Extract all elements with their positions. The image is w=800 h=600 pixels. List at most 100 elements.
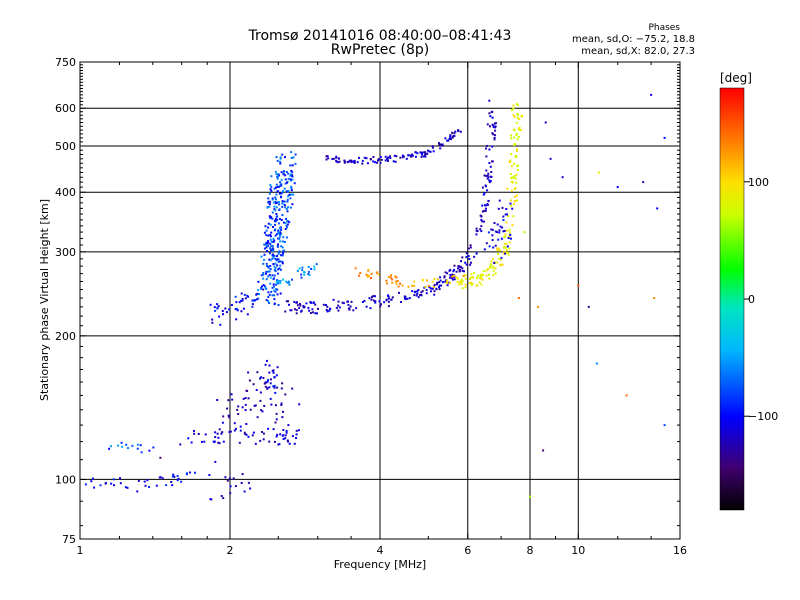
data-point [282,250,284,253]
data-point [463,270,465,273]
data-point [279,260,282,263]
data-point [270,249,273,252]
data-point [262,272,265,274]
data-point [251,299,254,302]
data-point [492,266,495,269]
x-tick-label: 16 [673,544,687,557]
data-point [642,181,645,184]
data-point [426,279,428,282]
data-point [272,428,275,431]
data-point [271,257,274,260]
data-point [238,301,241,304]
data-point [458,270,461,273]
data-point [279,181,282,184]
data-point [93,486,96,489]
data-point [274,220,277,223]
data-point [449,274,452,276]
data-point [452,135,455,138]
data-point [461,256,464,259]
data-point [329,307,332,310]
data-point [124,486,127,489]
data-point [251,434,254,437]
data-point [413,294,416,297]
data-point [275,218,277,220]
data-point [577,284,580,287]
data-point [423,286,426,289]
data-point [503,236,506,238]
data-point [177,477,180,480]
data-point [399,282,402,285]
data-point [485,174,488,177]
data-point [479,214,482,217]
data-point [403,295,406,298]
data-point [313,265,316,268]
data-point [265,262,268,265]
data-point [275,206,278,209]
data-point [255,389,258,391]
data-point [389,155,391,158]
data-point [295,437,297,439]
data-point [131,444,134,447]
data-point [467,255,470,257]
data-point [273,302,276,305]
data-point [496,223,499,226]
data-point [170,481,173,483]
data-point [510,134,512,137]
data-point [276,177,279,180]
data-point [517,169,519,171]
data-point [416,152,419,155]
data-point [246,313,249,316]
data-point [300,310,303,313]
data-point [269,276,272,279]
data-point [494,244,497,247]
data-point [249,487,252,490]
data-point [483,174,486,177]
data-point [271,198,274,201]
data-point [281,205,284,208]
data-point [424,286,427,289]
data-point [228,477,231,480]
data-point [274,391,277,394]
data-point [493,138,496,141]
data-point [384,155,387,158]
data-point [425,152,428,155]
data-point [449,134,452,137]
data-point [443,275,446,278]
colorbar-tick-label: −100 [748,410,778,423]
data-point [279,292,282,295]
data-point [309,312,312,314]
data-point [236,309,239,312]
data-point [259,377,261,380]
data-point [279,157,282,160]
grid-lines [80,62,680,539]
data-point [180,480,183,483]
data-point [397,285,400,288]
data-point [491,239,494,241]
data-point [414,155,417,158]
data-point [267,244,270,247]
data-point [504,233,507,236]
y-axis: 75 100 200 300 400 500 600 750 [55,56,680,546]
data-point [307,270,310,273]
data-point [347,303,350,306]
data-point [514,177,517,180]
data-point [305,302,308,305]
data-point [500,263,503,266]
data-point [508,241,511,244]
data-point [517,113,519,116]
data-point [510,189,513,192]
data-point [241,299,244,302]
data-point [222,415,225,418]
data-point [348,308,351,311]
data-point [402,155,405,158]
data-point [443,276,446,279]
data-point [491,265,494,268]
data-point [137,479,140,482]
data-point [307,273,310,276]
data-point [395,155,398,158]
data-point [460,283,463,285]
data-point [356,161,359,164]
data-point [503,245,506,248]
data-point [99,484,102,487]
data-point [240,310,243,313]
